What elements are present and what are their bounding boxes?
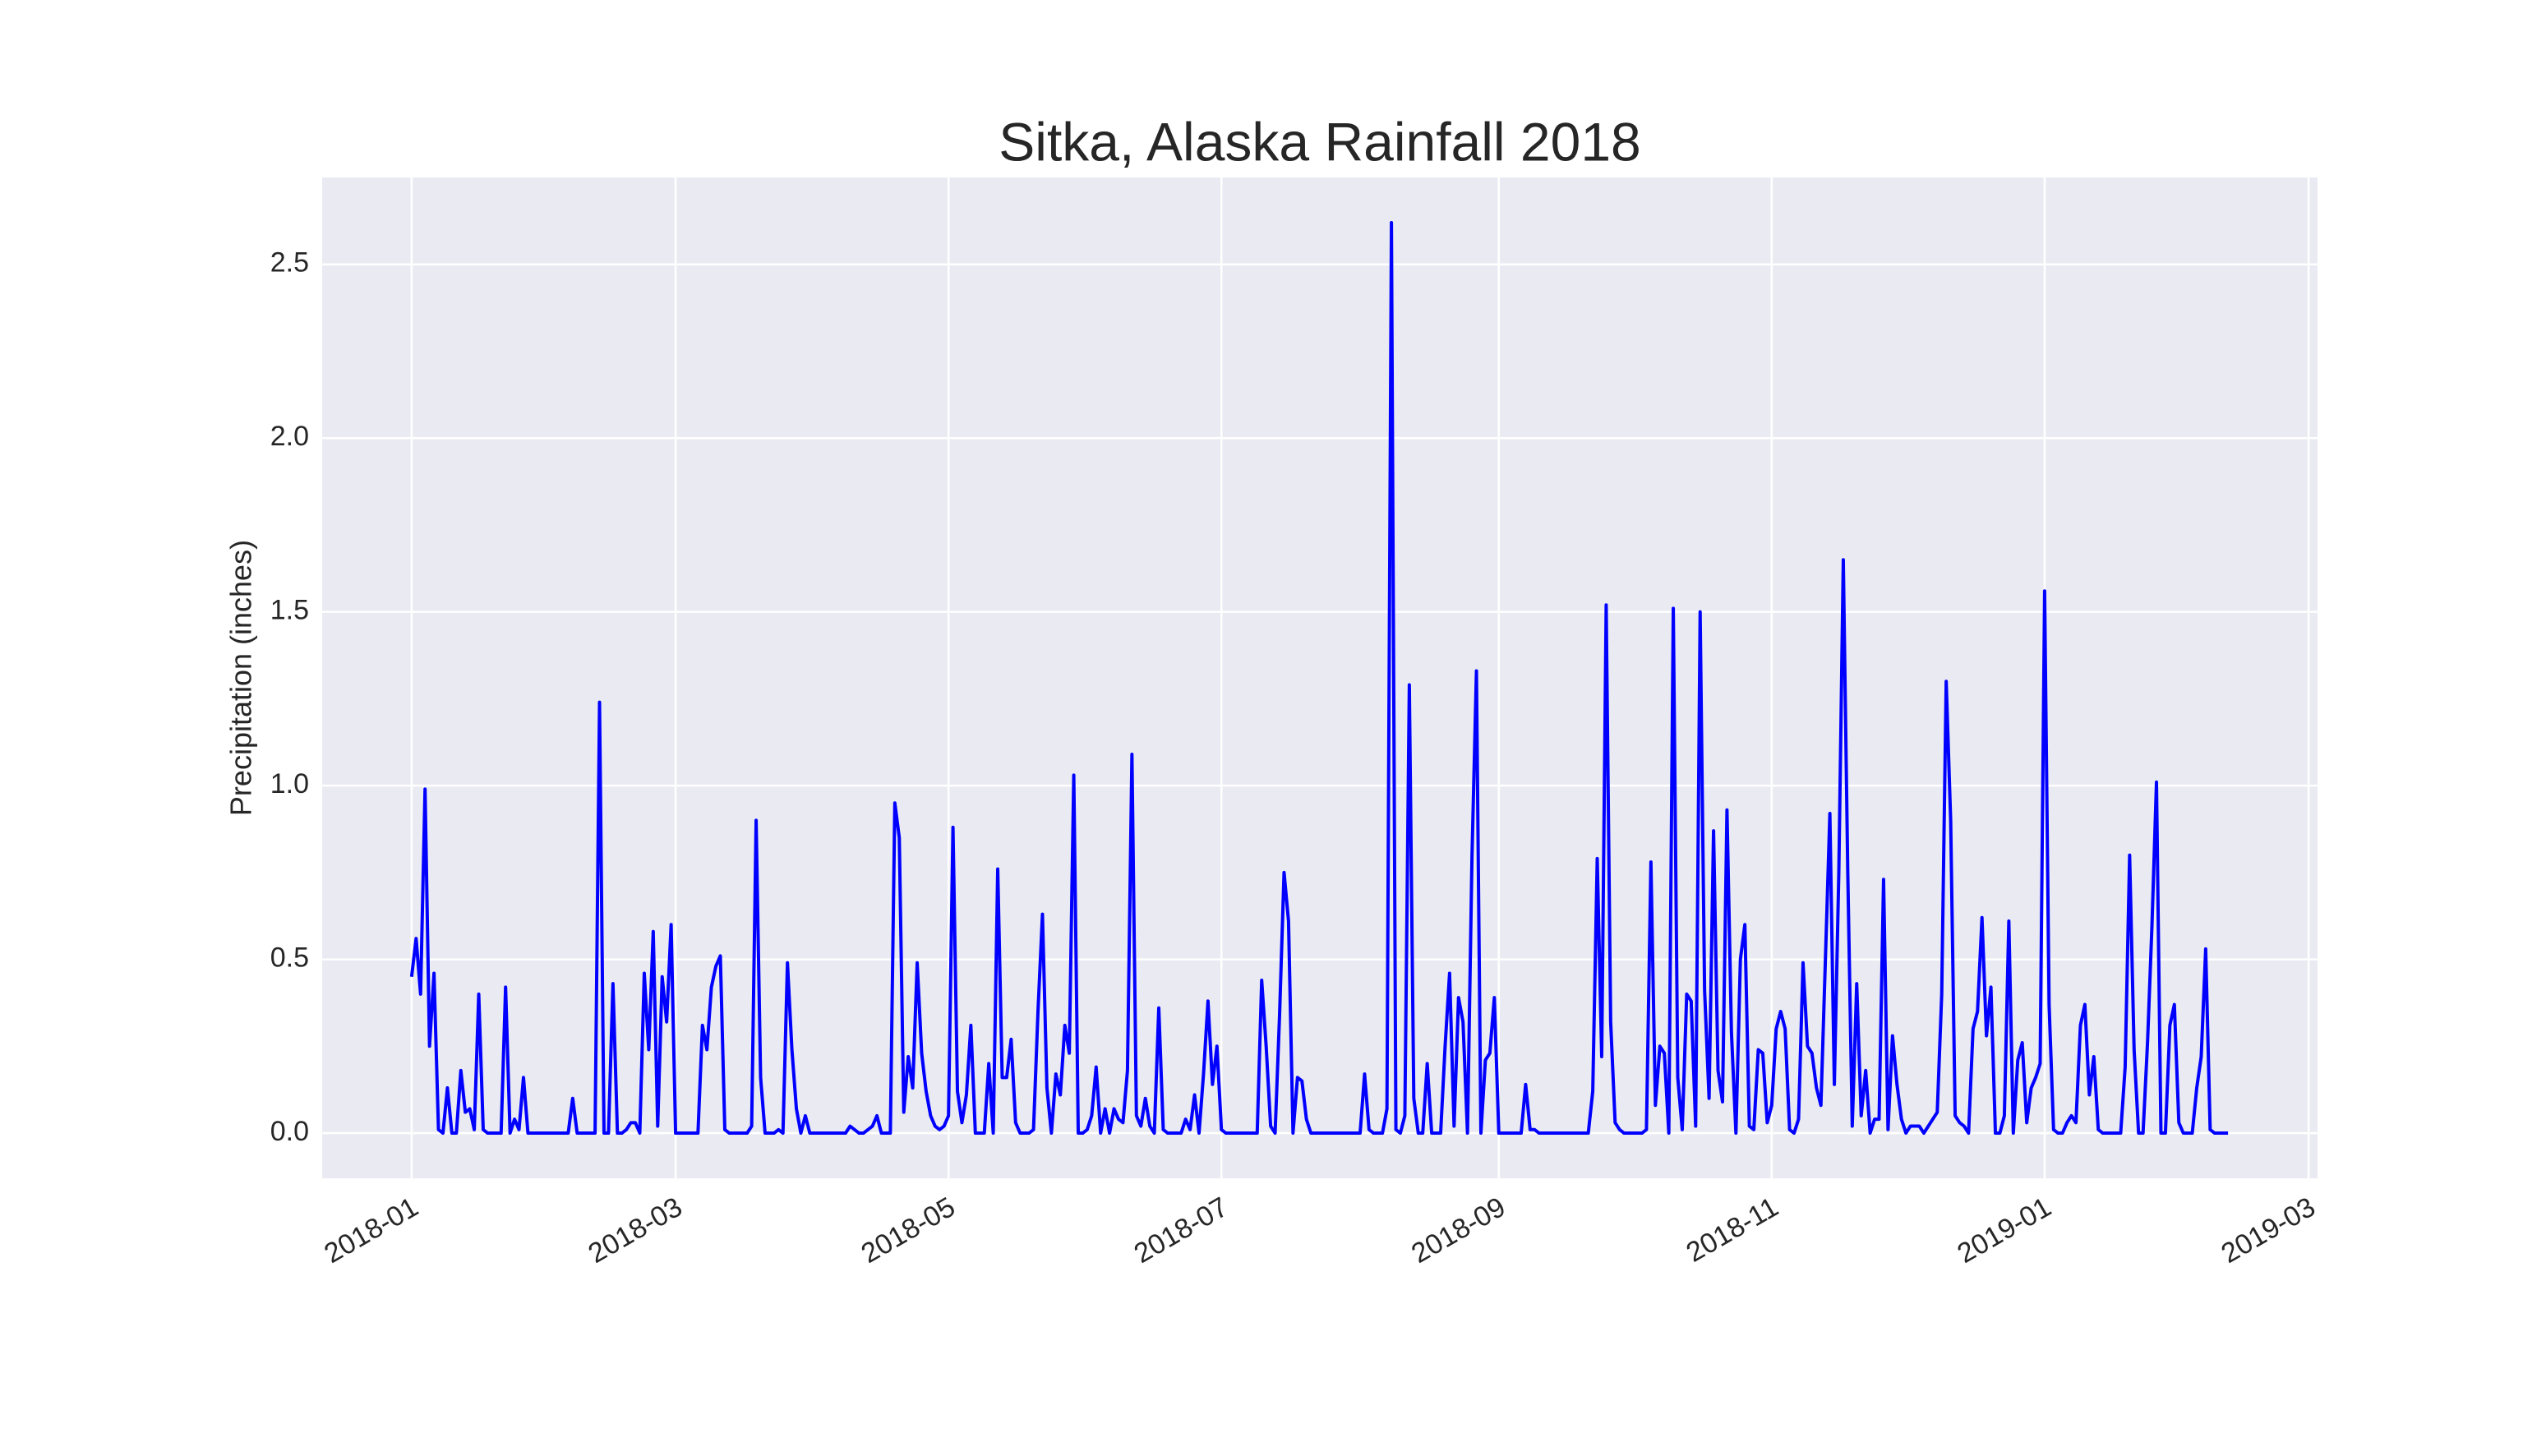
x-tick-label: 2019-03 xyxy=(2216,1191,2321,1269)
y-tick-label: 0.0 xyxy=(270,1116,309,1147)
rainfall-line xyxy=(409,220,2229,1136)
y-tick-label: 2.0 xyxy=(270,421,309,452)
y-tick-label: 1.5 xyxy=(270,595,309,626)
x-tick-label: 2018-01 xyxy=(319,1191,423,1269)
x-tick-label: 2018-09 xyxy=(1406,1191,1511,1269)
y-tick-label: 0.5 xyxy=(270,942,309,974)
x-tick-label: 2018-11 xyxy=(1681,1191,1783,1269)
y-tick-label: 1.0 xyxy=(270,768,309,799)
chart-title: Sitka, Alaska Rainfall 2018 xyxy=(999,111,1640,172)
plot-area xyxy=(322,177,2318,1178)
x-tick-label: 2019-01 xyxy=(1952,1191,2056,1269)
x-tick-label: 2018-03 xyxy=(583,1191,688,1269)
marks xyxy=(409,220,2229,1136)
x-tick-label: 2018-05 xyxy=(856,1191,961,1269)
x-tick-label: 2018-07 xyxy=(1129,1191,1234,1269)
y-tick-label: 2.5 xyxy=(270,247,309,279)
y-axis-label: Precipitation (inches) xyxy=(224,540,258,816)
